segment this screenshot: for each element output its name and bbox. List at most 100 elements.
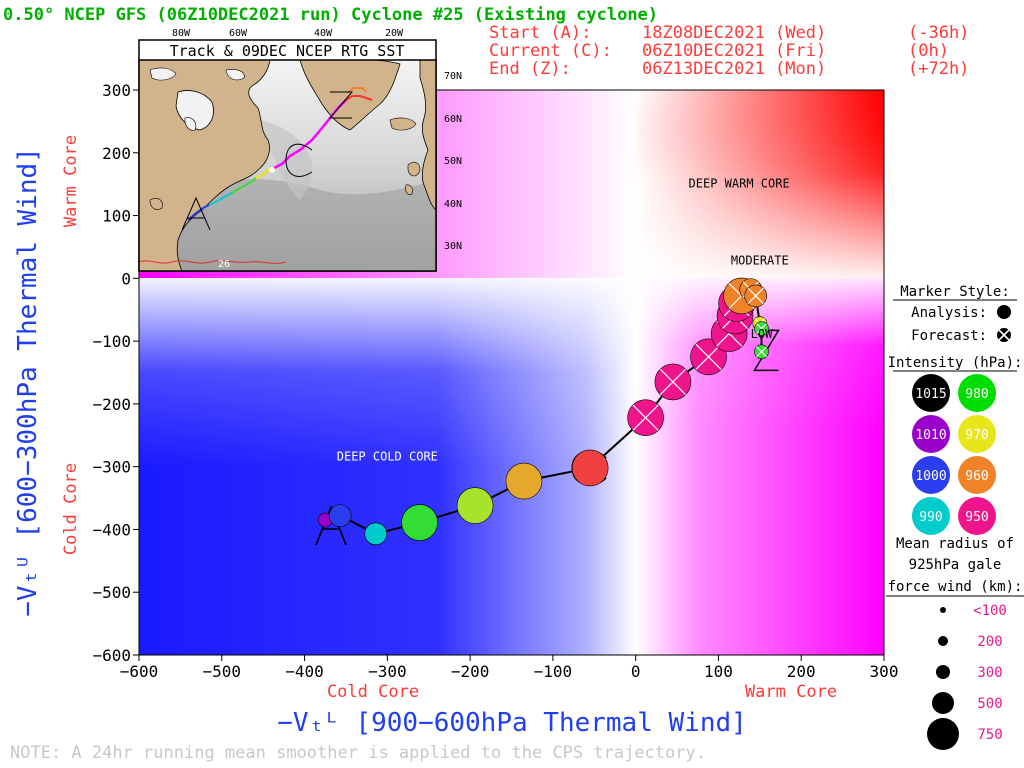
intensity-swatches: 1015 980 1010 970 1000 960 990 950 bbox=[912, 374, 996, 535]
intensity-swatch bbox=[912, 456, 950, 494]
radius-label: 500 bbox=[977, 696, 1002, 712]
inset-lon-20w: 20W bbox=[385, 28, 404, 39]
radius-title-line2: 925hPa gale bbox=[909, 557, 1002, 573]
chart-title: 0.50° NCEP GFS (06Z10DEC2021 run) Cyclon… bbox=[3, 5, 658, 25]
marker-style-title: Marker Style: bbox=[900, 284, 1010, 300]
iceland-land bbox=[389, 117, 417, 131]
y-tick-label: 200 bbox=[102, 144, 131, 163]
x-warm-core-label: Warm Core bbox=[745, 682, 837, 702]
analysis-marker-sample bbox=[997, 305, 1011, 319]
y-tick-label: 0 bbox=[121, 269, 131, 288]
x-axis-ticks: −600 −500 −400 −300 −200 −100 0 100 200 300 bbox=[120, 655, 899, 681]
cyclone-track: LOW bbox=[315, 277, 780, 546]
intensity-swatch bbox=[912, 415, 950, 453]
forecast-cross bbox=[747, 287, 764, 305]
inset-track-blue bbox=[187, 204, 210, 221]
time-block: Start (A): 18Z08DEC2021 (Wed) (-36h) Cur… bbox=[489, 23, 969, 79]
track-point bbox=[571, 449, 609, 487]
track-point bbox=[364, 522, 388, 546]
inset-lon-60w: 60W bbox=[229, 28, 248, 39]
y-tick-label: 300 bbox=[102, 81, 131, 100]
region-labels: DEEP WARM CORE MODERATE DEEP COLD CORE bbox=[337, 176, 790, 463]
x-tick-label: −400 bbox=[285, 662, 324, 681]
intensity-swatch bbox=[912, 374, 950, 412]
inset-track-green bbox=[231, 177, 257, 194]
forecast-cross bbox=[695, 343, 722, 370]
inset-track-cyan bbox=[208, 192, 233, 206]
intensity-swatch-label: 1000 bbox=[915, 469, 946, 484]
track-point bbox=[401, 504, 438, 541]
intensity-swatch-label: 950 bbox=[965, 510, 988, 525]
y-axis-label: −Vₜᵁ [600−300hPa Thermal Wind] bbox=[13, 147, 43, 617]
y-tick-label: 100 bbox=[102, 207, 131, 226]
y-tick-label: −500 bbox=[92, 583, 131, 602]
current-label: Current (C): bbox=[489, 41, 612, 61]
intensity-swatch bbox=[958, 456, 996, 494]
forecast-cross bbox=[756, 323, 767, 334]
x-tick-label: 200 bbox=[787, 662, 816, 681]
north-america-land bbox=[139, 60, 271, 271]
intensity-swatch bbox=[912, 497, 950, 535]
x-tick-label: −300 bbox=[368, 662, 407, 681]
x-tick-label: −200 bbox=[451, 662, 490, 681]
end-offset: (+72h) bbox=[908, 59, 969, 79]
forecast-cross bbox=[632, 404, 659, 431]
x-tick-label: 100 bbox=[704, 662, 733, 681]
low-label: LOW bbox=[751, 327, 773, 341]
radius-label: 300 bbox=[977, 665, 1002, 681]
track-point bbox=[328, 504, 352, 527]
inset-marker-z bbox=[328, 91, 354, 119]
plot-background bbox=[138, 89, 885, 656]
radius-label: 750 bbox=[977, 727, 1002, 743]
y-tick-label: −300 bbox=[92, 458, 131, 477]
start-label: Start (A): bbox=[489, 23, 591, 43]
europe-land bbox=[419, 60, 436, 211]
inset-track-orange bbox=[347, 87, 367, 93]
inset-lat-30n: 30N bbox=[444, 241, 462, 252]
track-point bbox=[456, 487, 494, 524]
inset-title: Track & 09DEC NCEP RTG SST bbox=[170, 42, 405, 60]
x-tick-label: −100 bbox=[534, 662, 573, 681]
intensity-swatch-label: 1010 bbox=[915, 428, 946, 443]
end-date: 06Z13DEC2021 (Mon) bbox=[642, 59, 826, 79]
radius-title-line3: force wind (km): bbox=[888, 579, 1023, 595]
end-label: End (Z): bbox=[489, 59, 571, 79]
inset-lon-80w: 80W bbox=[172, 28, 191, 39]
smoother-note: NOTE: A 24hr running mean smoother is ap… bbox=[10, 743, 706, 763]
radius-marker bbox=[936, 665, 950, 679]
x-cold-core-label: Cold Core bbox=[327, 682, 419, 702]
x-tick-label: −500 bbox=[203, 662, 242, 681]
inset-marker-a bbox=[181, 196, 211, 231]
marker-letter-a bbox=[315, 505, 347, 546]
x-axis-label: −Vₜᴸ [900−600hPa Thermal Wind] bbox=[277, 708, 747, 738]
intensity-swatch-label: 960 bbox=[965, 469, 988, 484]
intensity-swatch bbox=[958, 497, 996, 535]
y-tick-label: −100 bbox=[92, 332, 131, 351]
start-date: 18Z08DEC2021 (Wed) bbox=[642, 23, 826, 43]
inset-lat-60n: 60N bbox=[444, 114, 462, 125]
x-tick-label: 0 bbox=[631, 662, 641, 681]
y-warm-core-label: Warm Core bbox=[61, 135, 81, 227]
intensity-title: Intensity (hPa): bbox=[888, 355, 1023, 371]
radius-label: 200 bbox=[977, 634, 1002, 650]
inset-track-red bbox=[345, 95, 373, 101]
intensity-swatch-label: 980 bbox=[965, 387, 988, 402]
analysis-label: Analysis: bbox=[911, 305, 987, 321]
x-tick-label: 300 bbox=[870, 662, 899, 681]
sst-label: 26 bbox=[218, 259, 230, 270]
inset-lat-40n: 40N bbox=[444, 199, 462, 210]
legend: Marker Style: Analysis: Forecast: Intens… bbox=[886, 284, 1024, 750]
x-tick-label: −600 bbox=[120, 662, 159, 681]
intensity-swatch-label: 970 bbox=[965, 428, 988, 443]
radius-title-line1: Mean radius of bbox=[896, 536, 1014, 552]
radius-legend: <100 200 300 500 750 bbox=[927, 603, 1007, 750]
y-cold-core-label: Cold Core bbox=[61, 463, 81, 555]
current-date: 06Z10DEC2021 (Fri) bbox=[642, 41, 826, 61]
forecast-cross bbox=[659, 368, 686, 395]
inset-lon-40w: 40W bbox=[314, 28, 333, 39]
inset-lat-70n: 70N bbox=[444, 71, 462, 82]
sst-26-isotherm bbox=[139, 260, 287, 264]
y-tick-label: −600 bbox=[92, 646, 131, 665]
radius-marker bbox=[932, 692, 954, 714]
